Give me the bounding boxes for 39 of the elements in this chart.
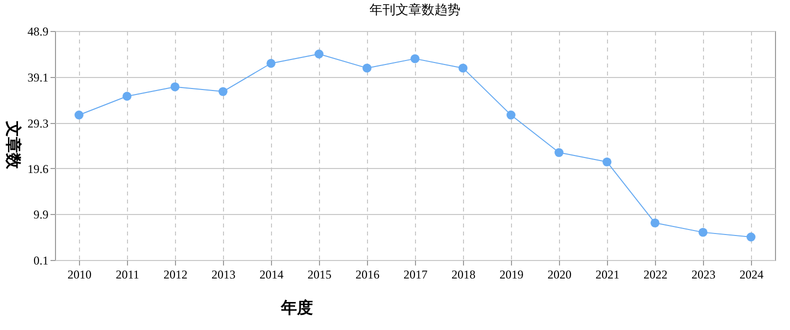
y-tick-label: 9.9 [34,208,48,222]
point [554,148,564,157]
point [410,54,420,64]
point [458,64,468,73]
point [602,157,612,166]
point [74,110,84,120]
point [650,218,660,228]
point [122,92,132,101]
x-tick-label: 2024 [740,268,764,282]
chart-title: 年刊文章数趋势 [370,2,460,17]
y-axis-title: 文章数 [4,120,22,170]
point [746,232,756,242]
point [314,50,324,58]
x-tick-label: 2022 [644,268,668,282]
point [506,110,516,120]
y-tick-label: 39.1 [28,70,48,84]
y-tick-label: 0.1 [34,254,48,268]
x-tick-label: 2021 [596,268,620,282]
x-tick-label: 2013 [212,268,236,282]
point [362,64,372,73]
y-tick-label: 48.9 [28,24,48,38]
point [266,58,276,68]
x-tick-label: 2012 [164,268,188,282]
x-axis-title: 年度 [280,298,313,317]
point [218,87,228,96]
x-tick-label: 2015 [308,268,332,282]
x-tick-label: 2016 [356,268,380,282]
x-tick-label: 2020 [548,268,572,282]
x-tick-label: 2010 [68,268,92,282]
x-tick-label: 2011 [116,268,140,282]
x-tick-label: 2014 [260,268,284,282]
y-tick-label: 29.3 [28,116,48,130]
x-tick-label: 2018 [452,268,476,282]
x-tick-label: 2019 [500,268,524,282]
x-tick-label: 2023 [692,268,716,282]
y-tick-label: 19.6 [28,162,48,176]
point [170,82,180,92]
point [698,228,708,237]
x-tick-label: 2017 [404,268,428,282]
